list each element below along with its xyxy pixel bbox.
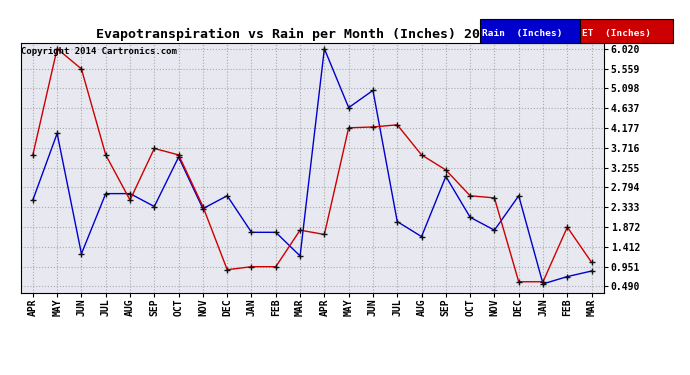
Text: ET  (Inches): ET (Inches) — [582, 29, 651, 38]
Title: Evapotranspiration vs Rain per Month (Inches) 20140406: Evapotranspiration vs Rain per Month (In… — [96, 27, 529, 40]
Text: Rain  (Inches): Rain (Inches) — [482, 29, 563, 38]
Text: Copyright 2014 Cartronics.com: Copyright 2014 Cartronics.com — [21, 47, 177, 56]
